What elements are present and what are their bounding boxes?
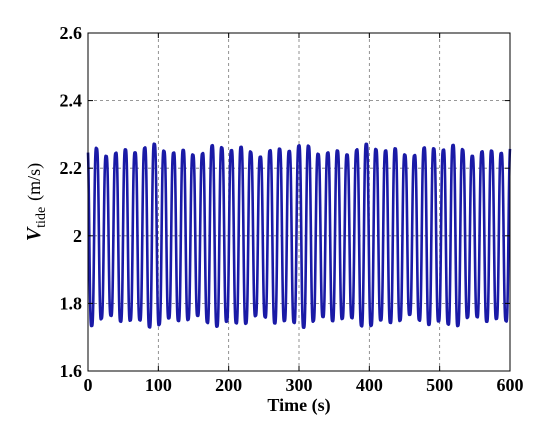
x-axis-label: Time (s) [267,395,330,416]
x-tick-label: 300 [286,375,313,395]
y-axis-subscript: tide [34,207,49,228]
x-axis-ticks: 0 100 200 300 400 500 600 [84,33,524,395]
y-tick-label: 1.6 [60,361,83,381]
y-tick-label: 2 [73,226,82,246]
series-line [86,142,512,329]
y-axis-unit: (m/s) [24,163,45,201]
y-tick-label: 2.4 [60,91,83,111]
x-tick-label: 400 [356,375,383,395]
y-axis-symbol: V [23,226,45,241]
y-tick-label: 1.8 [60,293,83,313]
y-axis-label: Vtide (m/s) [23,163,49,241]
y-axis-ticks: 1.6 1.8 2 2.2 2.4 2.6 [60,23,510,381]
x-tick-label: 100 [145,375,172,395]
x-tick-label: 0 [84,375,93,395]
x-tick-label: 600 [497,375,524,395]
series-layer [86,142,512,329]
x-tick-label: 200 [215,375,242,395]
y-tick-label: 2.6 [60,23,83,43]
y-tick-label: 2.2 [60,158,83,178]
x-tick-label: 500 [426,375,453,395]
